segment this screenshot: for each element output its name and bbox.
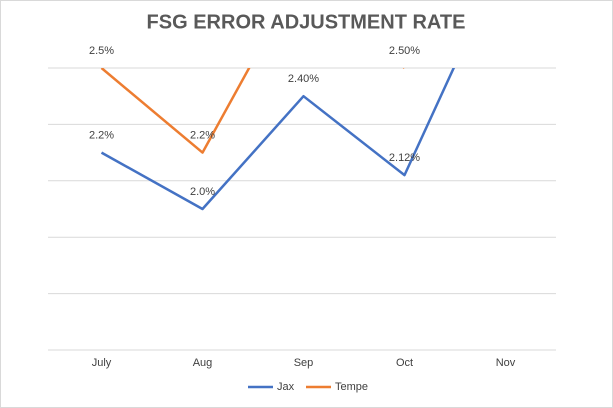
- data-label: 2.5%: [89, 45, 114, 57]
- x-tick-label: Sep: [294, 357, 314, 369]
- series-line: [100, 68, 405, 154]
- legend-label: Jax: [277, 381, 295, 393]
- series-line: [100, 68, 456, 211]
- data-label: 2.12%: [389, 152, 420, 164]
- data-label: 2.50%: [389, 45, 420, 57]
- data-label: 2.0%: [190, 186, 215, 198]
- x-tick-label: Nov: [496, 357, 516, 369]
- plot-area: [100, 68, 456, 211]
- x-tick-label: July: [92, 357, 112, 369]
- x-tick-label: Oct: [396, 357, 413, 369]
- data-label: 2.2%: [89, 130, 114, 142]
- data-label: 2.40%: [288, 73, 319, 85]
- x-tick-label: Aug: [193, 357, 213, 369]
- data-label: 2.2%: [190, 130, 215, 142]
- legend-label: Tempe: [335, 381, 368, 393]
- chart-title: FSG ERROR ADJUSTMENT RATE: [147, 11, 466, 33]
